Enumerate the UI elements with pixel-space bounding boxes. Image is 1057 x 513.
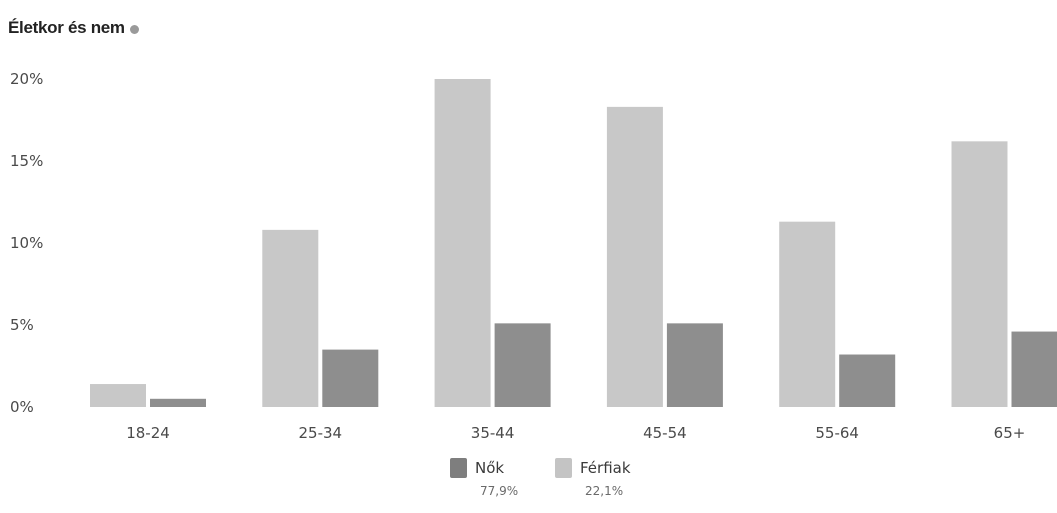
bar-ferfiak-18-24[interactable] — [90, 384, 146, 407]
legend-swatch-ferfiak — [555, 458, 572, 478]
y-tick-label: 15% — [10, 152, 43, 170]
y-tick-label: 10% — [10, 234, 43, 252]
x-tick-label: 35-44 — [471, 424, 515, 442]
x-tick-label: 55-64 — [815, 424, 859, 442]
y-tick-label: 20% — [10, 70, 43, 88]
x-tick-label: 65+ — [994, 424, 1026, 442]
x-tick-label: 18-24 — [126, 424, 170, 442]
bar-nok-55-64[interactable] — [839, 354, 896, 407]
legend-item-nok[interactable]: Nők 77,9% — [450, 458, 518, 498]
bar-chart: 0% 5% 10% 15% 20% 18-24 25-34 35-44 45-54 55-64 6… — [10, 70, 1057, 442]
bars — [90, 79, 1057, 407]
y-tick-label: 5% — [10, 316, 34, 334]
bar-ferfiak-25-34[interactable] — [262, 229, 319, 407]
bar-nok-45-54[interactable] — [666, 323, 723, 407]
legend-label-ferfiak: Férfiak — [580, 459, 631, 477]
legend-percent-nok: 77,9% — [480, 484, 519, 498]
info-icon[interactable] — [129, 24, 139, 34]
legend-percent-ferfiak: 22,1% — [585, 484, 624, 498]
bar-nok-25-34[interactable] — [322, 349, 379, 407]
chart-title: Életkor és nem — [8, 18, 125, 37]
legend-label-nok: Nők — [475, 459, 505, 477]
legend-item-ferfiak[interactable]: Férfiak 22,1% — [555, 458, 631, 498]
legend: Nők 77,9% Férfiak 22,1% — [0, 458, 1057, 508]
x-tick-label: 25-34 — [299, 424, 343, 442]
bar-nok-65plus[interactable] — [1011, 331, 1057, 407]
legend-swatch-nok — [450, 458, 467, 478]
bar-nok-35-44[interactable] — [494, 323, 551, 407]
x-tick-label: 45-54 — [643, 424, 687, 442]
bar-ferfiak-55-64[interactable] — [779, 221, 836, 407]
chart-header: Életkor és nem — [8, 18, 139, 38]
bar-ferfiak-45-54[interactable] — [606, 106, 663, 407]
y-tick-label: 0% — [10, 398, 34, 416]
x-axis: 18-24 25-34 35-44 45-54 55-64 65+ — [126, 424, 1025, 442]
bar-ferfiak-65plus[interactable] — [951, 141, 1008, 407]
bar-nok-18-24[interactable] — [150, 398, 206, 407]
y-axis: 0% 5% 10% 15% 20% — [10, 70, 43, 416]
bar-ferfiak-35-44[interactable] — [434, 79, 491, 407]
